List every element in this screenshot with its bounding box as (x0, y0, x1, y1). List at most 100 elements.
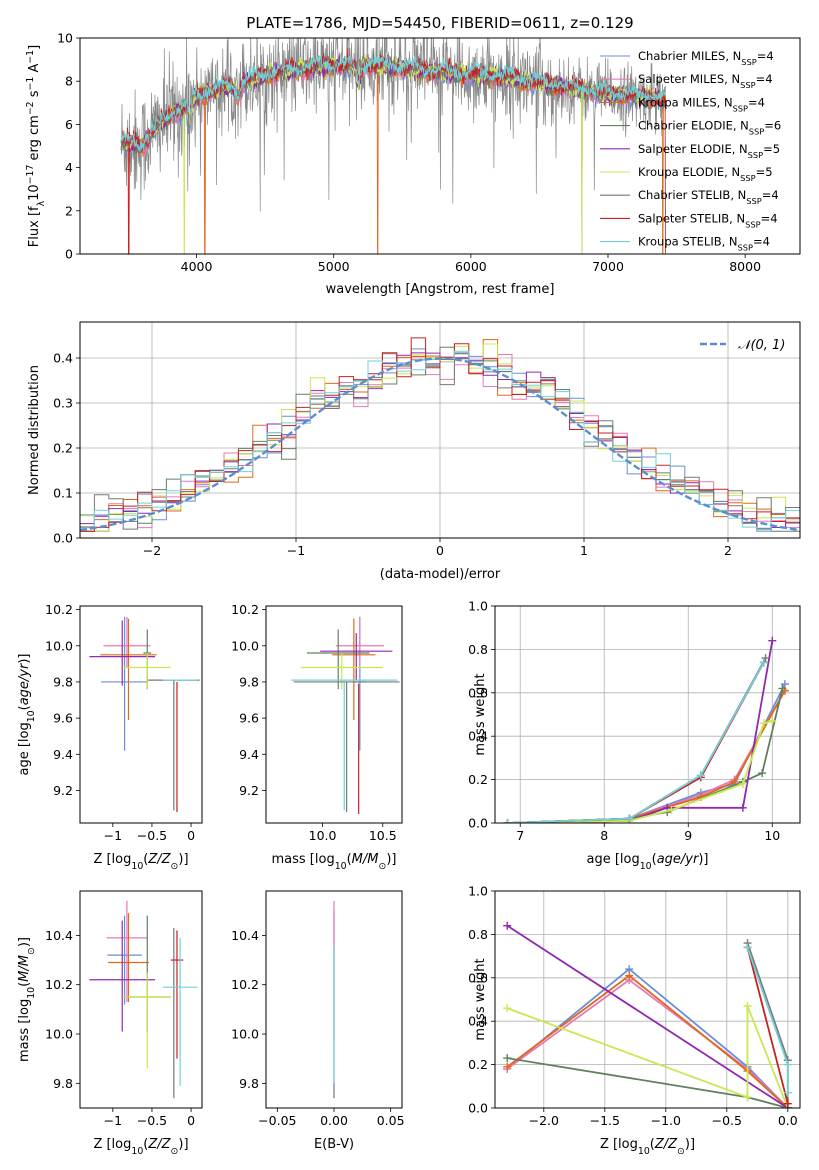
plot-area (89, 900, 198, 1099)
label-part: =4 (757, 49, 774, 63)
x-tick-label: 8000 (729, 259, 761, 274)
weight-line (506, 974, 789, 1108)
panel-mass_vs_ebv: −0.05 0.00 0.05 9.8 10.0 10.2 10.4 E(B-V) (231, 890, 405, 1152)
label-part: s (27, 90, 42, 101)
y-tick-label: 9.2 (239, 783, 259, 798)
y-tick-label: 10.2 (231, 977, 259, 992)
plot-area (503, 636, 789, 823)
axes-frame (494, 605, 801, 824)
x-axis-label: E(B-V) (314, 1137, 354, 1152)
legend-label: Salpeter STELIB, NSSP=4 (638, 211, 778, 229)
label-part: age [log (586, 852, 639, 867)
y-tick-label: 0.6 (468, 970, 488, 985)
weight-marker (625, 814, 634, 823)
x-tick-label: 2 (724, 543, 732, 558)
label-part: ] (27, 45, 42, 50)
y-axis-label: mass [log10(M/M⊙)] (17, 937, 37, 1062)
y-tick-label: 0.2 (468, 1057, 488, 1072)
label-part: 10 (640, 861, 652, 872)
panel-mass_vs_Z: −1 −0.5 09.810.010.210.4Z [log10(Z/Z⊙)]mas… (17, 890, 203, 1157)
y-tick-label: 9.6 (239, 711, 259, 726)
y-tick-label: 0.4 (468, 1014, 488, 1029)
x-tick-label: 0 (436, 543, 444, 558)
axes-frame (79, 890, 203, 1109)
weight-line (506, 978, 789, 1108)
weight-marker (783, 1060, 792, 1069)
y-tick-label: 10.0 (45, 1027, 73, 1042)
weight-marker (783, 1088, 792, 1097)
y-tick-label: 9.4 (239, 747, 259, 762)
legend-label: Kroupa ELODIE, NSSP=5 (638, 165, 773, 183)
x-tick-label: 6000 (455, 259, 487, 274)
y-tick-label: 10.2 (45, 602, 73, 617)
label-part: A (27, 64, 42, 77)
axes-frame (265, 605, 403, 824)
y-tick-label: 4 (65, 160, 73, 175)
label-part: λ (36, 200, 47, 206)
weight-marker (503, 1004, 512, 1013)
y-axis-label: age [log10(age/yr)] (17, 653, 37, 775)
x-tick-label: 10 (764, 828, 780, 843)
label-part: ( (17, 705, 32, 710)
panel-residuals: −2 −1 0 1 2 0.0 0.1 0.2 0.3 0.4 𝒩(0, 1) (data-model… (27, 321, 801, 582)
weight-marker (761, 654, 770, 663)
label-part: −2 (25, 101, 36, 115)
y-tick-label: 0.4 (53, 351, 73, 366)
x-tick-label: −2 (143, 543, 161, 558)
plot-area (89, 616, 200, 813)
y-tick-label: 0.6 (468, 685, 488, 700)
label-part: age/yr (657, 852, 700, 867)
label-part: =5 (763, 142, 780, 156)
x-tick-label: 7000 (592, 259, 624, 274)
label-part: =4 (762, 188, 779, 202)
weight-marker (503, 1062, 512, 1071)
weight-line (506, 924, 789, 1108)
x-tick-label: −0.5 (137, 828, 167, 843)
label-part: 10 (131, 861, 143, 872)
x-tick-label: −1 (104, 828, 122, 843)
legend-label: Chabrier ELODIE, NSSP=6 (638, 119, 781, 137)
x-tick-label: −2.0 (529, 1113, 559, 1128)
weight-line (507, 640, 774, 823)
x-axis-label: Z [log10(Z/Z⊙)] (600, 1137, 695, 1157)
weight-line (506, 1005, 789, 1108)
x-tick-label: 0 (187, 1113, 195, 1128)
label-part: Salpeter ELODIE, N (638, 142, 748, 156)
panel-age_vs_mass: 10.0 10.5 9.2 9.4 9.6 9.8 10.0 10.2 mass [log10(… (231, 602, 403, 872)
spectrum-model-line (120, 54, 666, 153)
legend-label: Chabrier STELIB, NSSP=4 (638, 188, 779, 206)
label-part: age/yr (17, 662, 32, 705)
label-part: SSP (749, 127, 764, 137)
label-part: SSP (748, 150, 763, 160)
y-tick-label: 10.2 (231, 602, 259, 617)
y-tick-label: 9.6 (53, 711, 73, 726)
x-tick-label: −0.05 (258, 1113, 296, 1128)
x-tick-label: 4000 (181, 259, 213, 274)
y-tick-label: 0.2 (468, 772, 488, 787)
label-part: SSP (733, 103, 748, 113)
label-part: M/M (17, 955, 32, 982)
x-axis-label: (data-model)/error (380, 567, 501, 582)
legend-label: Kroupa STELIB, NSSP=4 (638, 235, 770, 253)
label-part: ⊙ (171, 1146, 179, 1157)
label-part: mass [log (17, 999, 32, 1062)
y-tick-label: 10.0 (45, 638, 73, 653)
label-part: SSP (740, 80, 755, 90)
label-part: )] (178, 852, 188, 867)
legend-label: Salpeter ELODIE, NSSP=5 (638, 142, 780, 160)
plot-area (503, 921, 792, 1108)
legend-label: 𝒩(0, 1) (738, 338, 785, 353)
label-part: 10 (335, 861, 347, 872)
label-part: SSP (741, 57, 756, 67)
label-part: =4 (756, 72, 773, 86)
label-part: SSP (740, 173, 755, 183)
label-part: =4 (753, 235, 770, 249)
weight-line (507, 657, 767, 823)
y-tick-label: 0.0 (468, 1101, 488, 1116)
axes-frame (265, 890, 403, 1109)
label-part: M/M (352, 852, 379, 867)
label-part: Kroupa STELIB, N (638, 235, 738, 249)
label-part: 10 (638, 1146, 650, 1157)
label-part: ( (17, 982, 32, 987)
panel-weight_vs_Z: −2.0 −1.5 −1.0 −0.5 0.0 0.0 0.2 0.4 0.6 0.8 1.0 mas… (468, 884, 801, 1157)
